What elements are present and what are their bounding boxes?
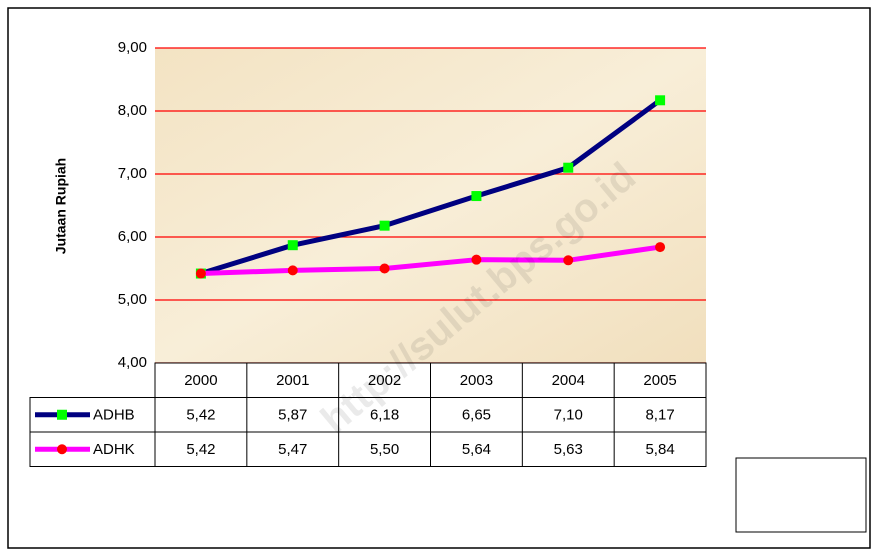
marker — [379, 263, 390, 274]
marker — [471, 191, 482, 202]
marker — [57, 444, 67, 455]
marker — [57, 409, 67, 420]
table-value: 5,84 — [645, 441, 674, 458]
table-value: 6,65 — [462, 407, 491, 424]
y-axis-title: Jutaan Rupiah — [53, 158, 69, 254]
table-row — [29, 431, 707, 467]
x-tick-label: 2000 — [184, 372, 217, 389]
marker — [655, 242, 666, 253]
table-value: 5,64 — [462, 441, 491, 458]
legend-label: ADHK — [93, 441, 135, 458]
marker — [379, 220, 390, 231]
marker — [195, 268, 206, 279]
table-value: 7,10 — [554, 407, 583, 424]
x-tick-label: 2003 — [460, 372, 493, 389]
marker — [287, 265, 298, 276]
y-tick-label: 9,00 — [118, 39, 147, 56]
table-value: 5,50 — [370, 441, 399, 458]
legend-label: ADHB — [93, 407, 135, 424]
marker — [563, 255, 574, 266]
series-line — [200, 244, 661, 277]
table-value: 5,63 — [554, 441, 583, 458]
table-value: 5,87 — [278, 407, 307, 424]
x-tick-label: 2004 — [552, 372, 585, 389]
plot-area — [155, 48, 706, 363]
marker — [287, 240, 298, 251]
x-tick-label: 2002 — [368, 372, 401, 389]
marker — [655, 95, 666, 106]
marker — [563, 162, 574, 173]
y-tick-label: 6,00 — [118, 228, 147, 245]
y-tick-label: 7,00 — [118, 165, 147, 182]
x-tick-label: 2001 — [276, 372, 309, 389]
table-value: 5,42 — [186, 407, 215, 424]
table-value: 5,47 — [278, 441, 307, 458]
y-tick-label: 8,00 — [118, 102, 147, 119]
table-value: 8,17 — [645, 407, 674, 424]
series-line — [200, 98, 662, 276]
table-value: 5,42 — [186, 441, 215, 458]
y-tick-label: 5,00 — [118, 291, 147, 308]
marker — [471, 254, 482, 265]
x-tick-label: 2005 — [643, 372, 676, 389]
table-value: 6,18 — [370, 407, 399, 424]
legend-box — [735, 457, 867, 533]
y-tick-label: 4,00 — [118, 354, 147, 371]
